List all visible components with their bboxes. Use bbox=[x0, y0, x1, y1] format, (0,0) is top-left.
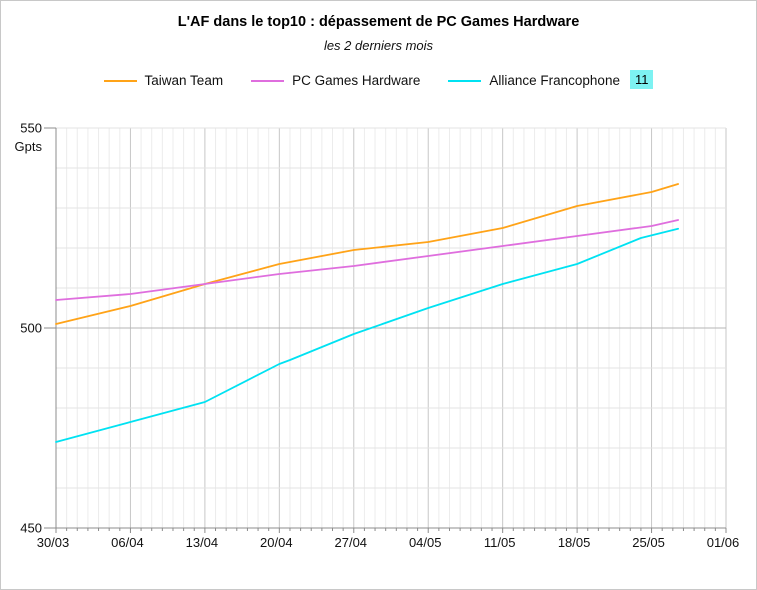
svg-text:18/05: 18/05 bbox=[558, 535, 591, 550]
svg-text:450: 450 bbox=[20, 521, 42, 536]
svg-text:500: 500 bbox=[20, 321, 42, 336]
legend-line-swatch-orange bbox=[103, 79, 137, 82]
series-line-pc-games-hardware bbox=[55, 219, 679, 301]
y-axis-labels: 450 500 550 Gpts bbox=[15, 121, 43, 536]
legend-item-alliance-francophone: Alliance Francophone 11 bbox=[448, 70, 654, 90]
legend-rank-badge: 11 bbox=[629, 70, 654, 89]
svg-text:13/04: 13/04 bbox=[186, 535, 219, 550]
svg-text:30/03: 30/03 bbox=[37, 535, 70, 550]
legend: Taiwan Team PC Games Hardware Alliance F… bbox=[1, 70, 756, 90]
page-title: L'AF dans le top10 : dépassement de PC G… bbox=[177, 14, 580, 30]
x-axis-labels: 30/03 06/04 13/04 20/04 27/04 04/05 11/05 18/05… bbox=[37, 535, 740, 550]
page-subtitle: les 2 derniers mois bbox=[323, 38, 434, 53]
svg-text:27/04: 27/04 bbox=[335, 535, 368, 550]
legend-label-alliance-francophone: Alliance Francophone bbox=[489, 73, 620, 88]
legend-item-taiwan-team: Taiwan Team bbox=[103, 73, 224, 88]
svg-text:20/04: 20/04 bbox=[260, 535, 293, 550]
svg-text:04/05: 04/05 bbox=[409, 535, 442, 550]
svg-text:06/04: 06/04 bbox=[111, 535, 144, 550]
series-line-alliance-francophone bbox=[55, 227, 679, 443]
svg-text:11/05: 11/05 bbox=[484, 535, 516, 550]
series-line-taiwan-team bbox=[55, 183, 679, 325]
svg-text:01/06: 01/06 bbox=[707, 535, 740, 550]
legend-label-taiwan-team: Taiwan Team bbox=[144, 73, 224, 88]
grid bbox=[55, 127, 727, 529]
legend-item-pc-games-hardware: PC Games Hardware bbox=[251, 73, 420, 88]
legend-line-swatch-magenta bbox=[251, 79, 285, 82]
legend-line-swatch-cyan bbox=[448, 79, 482, 82]
svg-text:25/05: 25/05 bbox=[632, 535, 665, 550]
legend-label-pc-games-hardware: PC Games Hardware bbox=[292, 73, 421, 88]
axes bbox=[44, 127, 727, 533]
svg-text:550: 550 bbox=[20, 121, 42, 136]
y-axis-unit-label: Gpts bbox=[15, 139, 43, 154]
